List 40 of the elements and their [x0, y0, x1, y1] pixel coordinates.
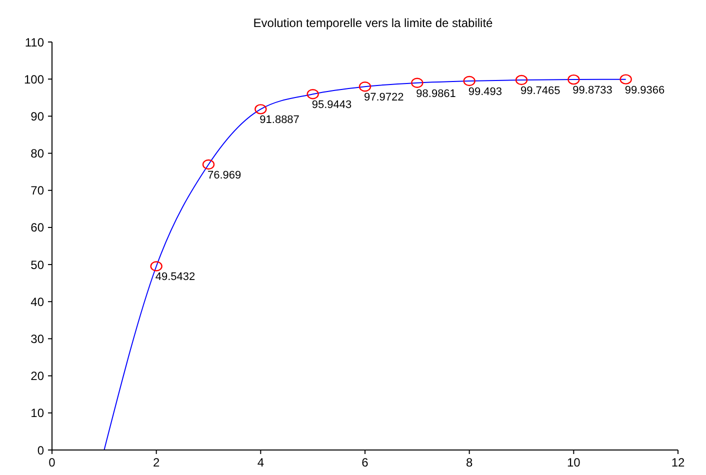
- point: [254, 104, 267, 114]
- data-label: 98.9861: [416, 88, 456, 100]
- x-tick-label: 8: [466, 456, 473, 470]
- data-label: 91.8887: [260, 114, 300, 126]
- x-tick-label: 6: [362, 456, 369, 470]
- y-tick-label: 30: [30, 332, 44, 346]
- data-label: 76.969: [208, 170, 242, 182]
- y-tick-label: 40: [30, 294, 44, 309]
- point: [306, 89, 319, 100]
- data-label: 95.9443: [312, 99, 352, 112]
- y-tick-label: 100: [24, 72, 44, 86]
- y-tick-label: 70: [30, 184, 44, 198]
- point: [568, 74, 580, 85]
- point: [463, 76, 476, 86]
- x-tick-label: 2: [152, 456, 160, 470]
- data-label: 99.493: [468, 86, 502, 98]
- point: [150, 261, 162, 272]
- data-label: 99.8733: [572, 84, 612, 97]
- data-label: 99.9366: [624, 84, 665, 96]
- point: [411, 78, 424, 88]
- y-tick-label: 80: [30, 146, 44, 161]
- y-tick-label: 20: [30, 369, 44, 384]
- chart-title: Evolution temporelle vers la limite de stabilité: [252, 15, 494, 32]
- x-tick-label: 10: [566, 456, 581, 470]
- point: [358, 82, 372, 92]
- x-tick-label: 0: [48, 456, 56, 470]
- point: [202, 159, 215, 170]
- y-tick-label: 0: [37, 443, 44, 458]
- data-label: 99.7465: [520, 85, 560, 98]
- x-tick-label: 12: [671, 456, 685, 470]
- y-tick-label: 50: [30, 258, 44, 272]
- point: [620, 74, 632, 84]
- point: [515, 74, 528, 86]
- data-label: 49.5432: [155, 271, 196, 284]
- y-tick-label: 10: [30, 406, 44, 420]
- x-tick-label: 4: [257, 456, 264, 470]
- data-label: 97.9722: [364, 92, 404, 104]
- y-tick-label: 60: [30, 220, 44, 235]
- y-tick-label: 90: [30, 109, 44, 124]
- y-tick-label: 110: [24, 35, 44, 50]
